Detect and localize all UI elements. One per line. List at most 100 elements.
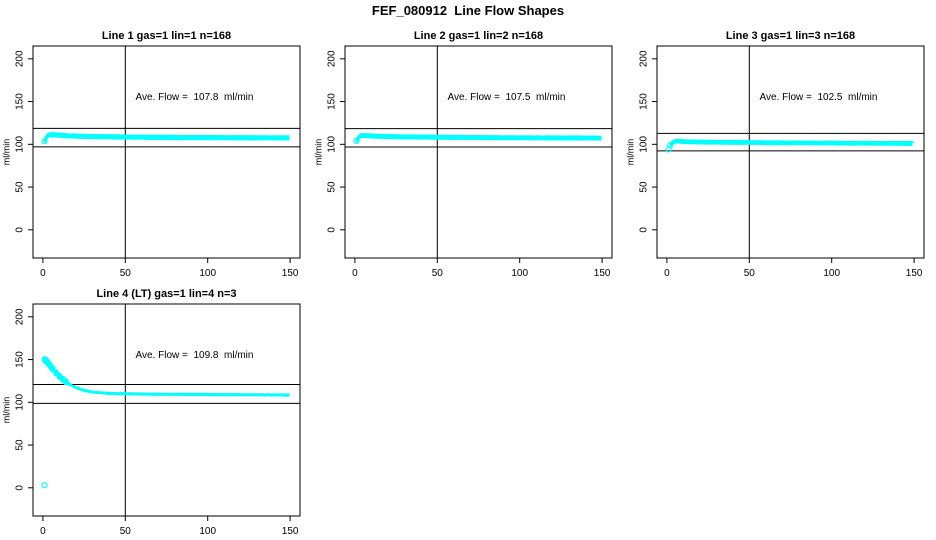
start-point-marker xyxy=(353,137,360,144)
data-point xyxy=(854,142,857,144)
data-point xyxy=(53,369,59,375)
data-point xyxy=(117,135,120,137)
data-traces xyxy=(43,132,290,144)
data-point xyxy=(442,138,444,140)
data-point xyxy=(582,137,584,139)
data-point xyxy=(574,137,576,140)
data-point xyxy=(396,135,399,138)
data-point xyxy=(364,136,366,138)
data-point xyxy=(278,137,281,140)
data-point xyxy=(241,136,244,139)
data-point xyxy=(764,143,766,146)
data-point xyxy=(97,135,99,137)
data-point xyxy=(784,141,787,144)
data-point xyxy=(105,392,108,394)
y-tick-label: 100 xyxy=(639,136,650,153)
data-point xyxy=(150,393,153,395)
data-point xyxy=(760,141,762,144)
data-point xyxy=(508,138,510,140)
data-point xyxy=(167,138,169,140)
data-point xyxy=(101,134,103,136)
data-point xyxy=(109,392,112,395)
data-point xyxy=(171,137,174,139)
data-point xyxy=(731,139,733,142)
data-point xyxy=(520,137,523,139)
data-point xyxy=(237,393,239,396)
data-point xyxy=(532,135,535,138)
data-point xyxy=(52,133,54,135)
y-tick-label: 150 xyxy=(15,93,26,110)
data-point xyxy=(63,378,69,384)
data-point xyxy=(113,392,116,394)
data-point xyxy=(417,137,420,140)
data-point xyxy=(258,394,260,397)
data-point xyxy=(274,393,277,396)
data-point xyxy=(97,391,99,394)
data-point xyxy=(60,133,62,135)
data-point xyxy=(516,135,518,137)
data-point xyxy=(537,135,539,138)
data-point xyxy=(138,136,141,138)
data-point xyxy=(429,137,432,140)
data-point xyxy=(826,144,828,146)
data-specks xyxy=(43,132,289,141)
panel-line4-flow-chart: Line 4 (LT) gas=1 lin=4 n=3 0 50 100 150 0 50 1… xyxy=(0,288,312,540)
data-point xyxy=(491,137,494,139)
data-point xyxy=(359,135,362,137)
data-point xyxy=(797,141,799,144)
panel-title: Line 3 gas=1 lin=3 n=168 xyxy=(726,30,855,42)
data-point xyxy=(56,372,63,378)
data-point xyxy=(896,140,898,143)
data-point xyxy=(479,136,481,139)
data-point xyxy=(150,137,153,139)
data-point xyxy=(392,135,395,137)
ave-flow-annotation: Ave. Flow = 107.8 ml/min xyxy=(136,92,254,103)
data-traces xyxy=(44,358,290,397)
start-point-marker xyxy=(41,138,48,145)
panel-title: Line 1 gas=1 lin=1 n=168 xyxy=(102,30,231,42)
data-point xyxy=(159,136,161,139)
panel-line2-flow-chart: Line 2 gas=1 lin=2 n=168 0 50 100 150 0 50 100 1… xyxy=(312,30,624,282)
data-point xyxy=(212,134,215,137)
data-point xyxy=(200,136,202,138)
data-point xyxy=(208,392,211,395)
data-point xyxy=(858,141,861,144)
x-tick-label: 0 xyxy=(40,268,46,279)
ave-flow-annotation: Ave. Flow = 107.5 ml/min xyxy=(448,92,566,103)
data-point xyxy=(241,394,244,397)
data-point xyxy=(380,135,383,138)
data-point xyxy=(413,134,415,136)
data-point xyxy=(270,395,273,397)
data-point xyxy=(262,394,264,397)
data-point xyxy=(438,136,440,139)
data-point xyxy=(50,365,56,371)
data-point xyxy=(274,135,277,137)
data-point xyxy=(175,135,178,138)
x-tick-label: 0 xyxy=(664,268,670,279)
data-point xyxy=(60,375,66,381)
data-point xyxy=(875,143,877,145)
axes: 0 50 100 150 0 50 100 150 200 ml/min xyxy=(1,50,299,279)
panel-title: Line 4 (LT) gas=1 lin=4 n=3 xyxy=(96,288,236,300)
x-tick-label: 50 xyxy=(120,268,132,279)
data-point xyxy=(690,141,692,144)
data-point xyxy=(204,394,206,397)
data-point xyxy=(155,392,157,394)
y-tick-label: 200 xyxy=(327,50,338,67)
data-point xyxy=(216,137,219,140)
data-traces xyxy=(669,138,913,147)
x-tick-label: 150 xyxy=(594,268,611,279)
data-point xyxy=(225,137,227,139)
data-point xyxy=(805,141,807,144)
data-point xyxy=(253,393,256,396)
data-point xyxy=(598,137,601,140)
data-point xyxy=(80,135,83,138)
data-point xyxy=(793,141,795,143)
data-point xyxy=(229,393,231,396)
data-point xyxy=(68,383,71,385)
chart-svg: Line 1 gas=1 lin=1 n=168 0 50 100 150 0 50 100 1… xyxy=(1,30,301,279)
data-point xyxy=(904,144,906,147)
trace-path xyxy=(669,138,913,144)
data-point xyxy=(179,392,182,395)
data-point xyxy=(495,138,498,141)
